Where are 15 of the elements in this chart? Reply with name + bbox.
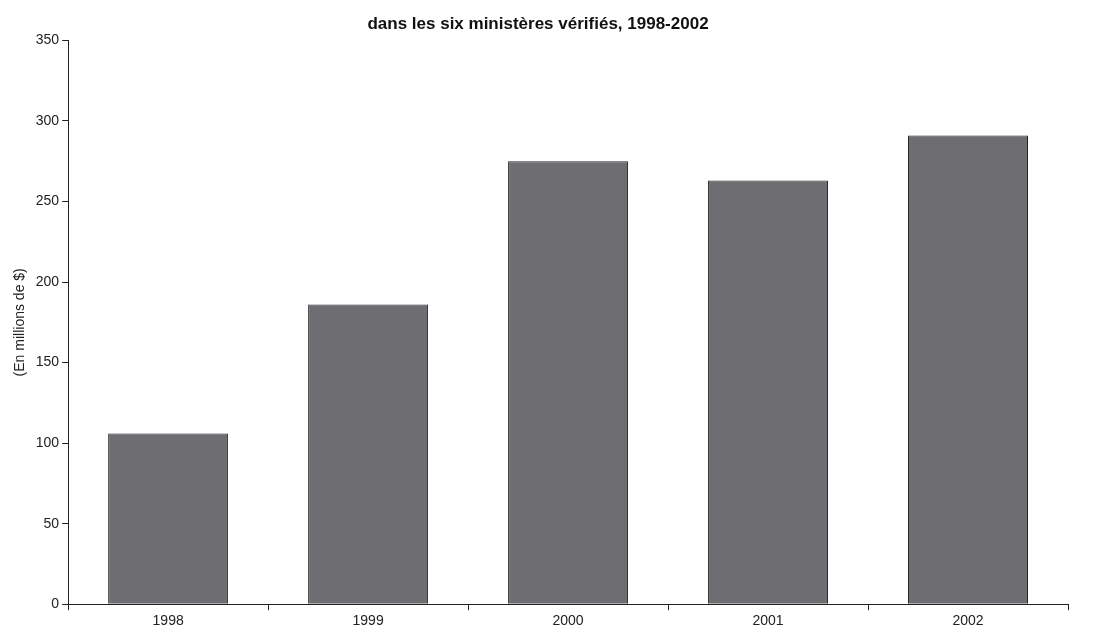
y-tick-label: 200 [35, 272, 60, 289]
y-tick-label: 0 [51, 595, 60, 612]
x-tick-label: 2000 [552, 612, 584, 629]
x-tick-label: 1999 [352, 612, 384, 629]
x-tick-label: 2002 [952, 612, 984, 629]
x-tick-label: 1998 [152, 612, 184, 629]
y-axis-title: (En millions de $) [11, 268, 28, 377]
y-tick-label: 250 [35, 192, 60, 209]
chart-title: dans les six ministères vérifiés, 1998-2002 [367, 13, 709, 33]
y-tick-label: 150 [35, 353, 60, 370]
y-tick-label: 50 [43, 514, 60, 531]
x-tick-label: 2001 [752, 612, 784, 629]
y-tick-label: 350 [35, 31, 60, 48]
y-tick-label: 300 [35, 111, 60, 128]
y-tick-label: 100 [35, 433, 60, 450]
